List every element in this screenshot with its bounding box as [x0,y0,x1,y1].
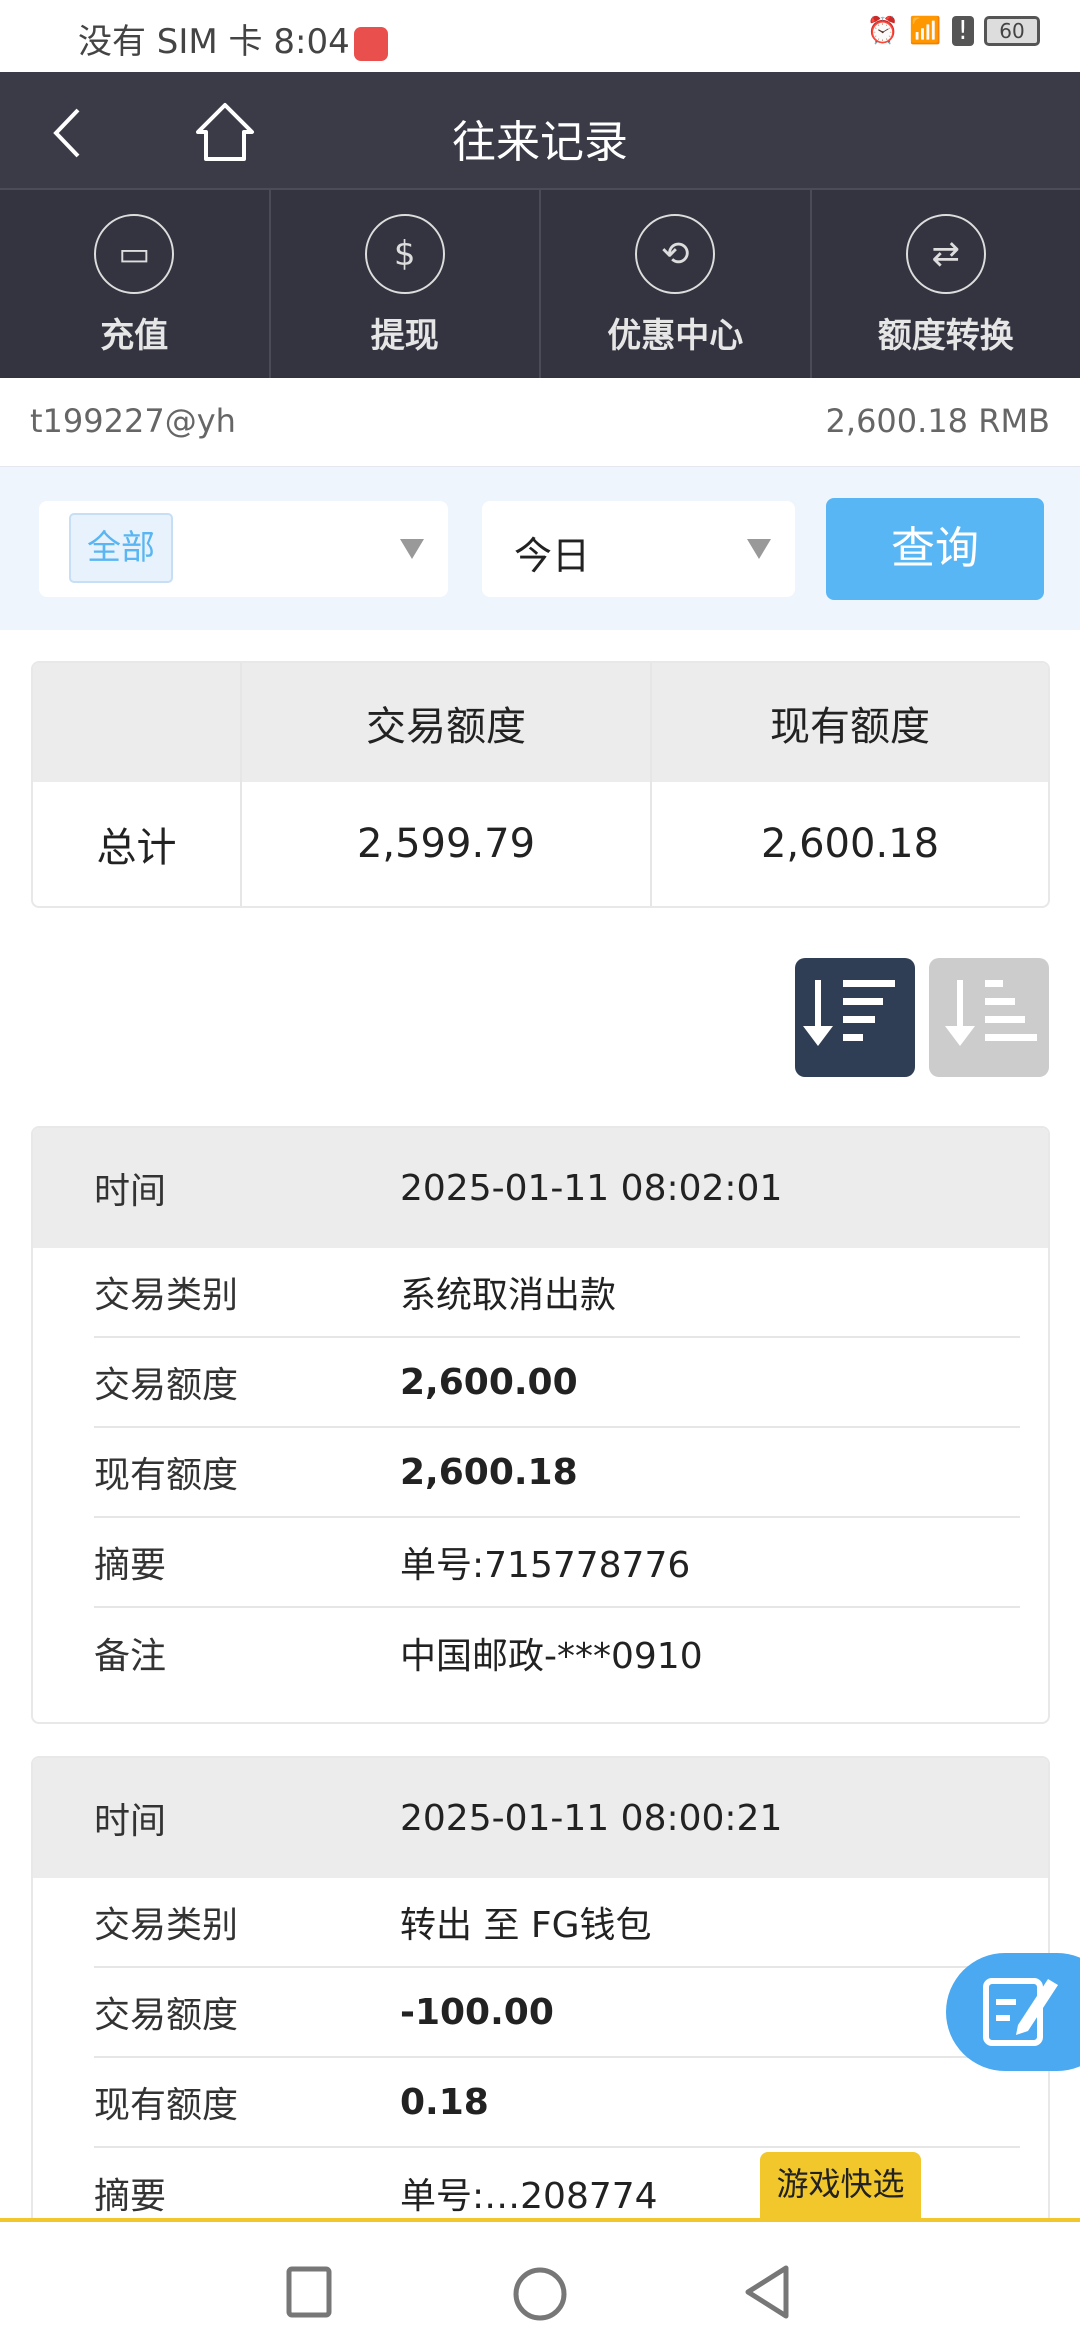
row-value: 0.18 [400,2081,489,2123]
app-header: 往来记录 [0,72,1080,190]
sort-desc-icon [803,980,895,1046]
query-button[interactable]: 查询 [826,498,1044,600]
summary-header [33,663,242,782]
battery-icon: 60 [984,16,1040,46]
home-icon[interactable] [194,102,256,162]
account-name: t199227@yh [30,402,236,440]
feedback-fab[interactable] [946,1953,1080,2071]
record-card: 时间 2025-01-11 08:02:01 交易类别 系统取消出款 交易额度 2,6… [31,1126,1050,1724]
period-selected: 今日 [514,534,591,578]
clock: 8:04 [273,22,350,62]
summary-row-label: 总计 [33,782,242,906]
account-balance: 2,600.18 RMB [825,402,1050,440]
record-row: 现有额度 0.18 [94,2058,1020,2148]
system-nav-bar [0,2218,1080,2340]
row-value: 单号:…208774 [400,2176,658,2217]
recents-icon[interactable] [286,2266,332,2318]
dropdown-arrow-icon [400,539,424,559]
type-selected-tag: 全部 [69,513,173,583]
record-row: 交易额度 2,600.00 [94,1338,1020,1428]
nav-deposit[interactable]: ▭ 充值 [0,190,271,378]
home-nav-icon[interactable] [512,2266,568,2322]
summary-table: 交易额度 现有额度 总计 2,599.79 2,600.18 [31,661,1050,908]
wifi-icon: 📶 [909,16,942,46]
row-value: -100.00 [400,1991,554,2033]
row-value: 单号:715778776 [400,1545,691,1586]
type-select[interactable]: 全部 [39,501,448,597]
record-row: 交易额度 -100.00 [94,1968,1020,2058]
nav-transfer[interactable]: ⇄ 额度转换 [812,190,1080,378]
summary-header: 交易额度 [241,663,652,782]
page-title: 往来记录 [452,117,628,168]
record-row: 交易类别 系统取消出款 [94,1248,1020,1338]
row-value: 2,600.18 [400,1451,578,1493]
row-label: 交易额度 [94,1995,239,2036]
deposit-icon: ▭ [94,214,175,294]
record-row: 摘要 单号:715778776 [94,1518,1020,1608]
carrier-text: 没有 SIM 卡 [78,22,263,62]
user-bar: t199227@yh 2,600.18 RMB [0,378,1080,467]
summary-current: 2,600.18 [760,821,940,867]
record-card: 时间 2025-01-11 08:00:21 交易类别 转出 至 FG钱包 交易额度… [31,1756,1050,2316]
record-row: 现有额度 2,600.18 [94,1428,1020,1518]
nav-withdraw[interactable]: $ 提现 [271,190,541,378]
back-nav-icon[interactable] [742,2264,792,2320]
row-value: 2,600.00 [400,1361,578,1403]
period-select[interactable]: 今日 [482,501,795,597]
filter-bar: 全部 今日 查询 [0,467,1080,630]
row-label: 现有额度 [94,2085,239,2126]
summary-transaction: 2,599.79 [241,782,652,906]
record-row: 交易类别 转出 至 FG钱包 [94,1878,1020,1968]
row-label: 交易类别 [94,1275,239,1316]
quick-nav: ▭ 充值 $ 提现 ⟲ 优惠中心 ⇄ 额度转换 [0,190,1080,378]
nav-label: 充值 [100,316,169,356]
row-value: 转出 至 FG钱包 [400,1905,652,1946]
record-row: 摘要 单号:…208774 [94,2148,1020,2238]
row-label: 现有额度 [94,1455,239,1496]
sort-desc-button[interactable] [795,958,915,1077]
huawei-app-icon [353,26,388,61]
transfer-icon: ⇄ [905,214,986,294]
withdraw-icon: $ [364,214,445,294]
alarm-icon: ⏰ [866,16,900,46]
row-label: 摘要 [94,2176,167,2217]
dropdown-arrow-icon [747,539,771,559]
sort-asc-icon [945,980,1037,1046]
row-value: 系统取消出款 [400,1275,617,1316]
row-label: 交易类别 [94,1905,239,1946]
row-label: 交易额度 [94,1365,239,1406]
time-label: 时间 [94,1801,167,1842]
alert-icon: ! [951,16,974,46]
game-quick-select-button[interactable]: 游戏快选 [760,2152,921,2221]
time-label: 时间 [94,1171,167,1212]
row-value: 中国邮政-***0910 [400,1636,703,1677]
edit-icon [983,1978,1058,2046]
nav-promo[interactable]: ⟲ 优惠中心 [541,190,812,378]
promo-icon: ⟲ [635,214,716,294]
status-bar: 没有 SIM 卡 8:04 ⏰ 📶 ! 60 [0,0,1080,72]
sort-asc-button[interactable] [929,958,1049,1077]
record-row: 备注 中国邮政-***0910 [94,1608,1020,1698]
nav-label: 提现 [370,316,439,356]
nav-label: 额度转换 [877,316,1014,356]
time-value: 2025-01-11 08:00:21 [400,1797,783,1839]
time-value: 2025-01-11 08:02:01 [400,1167,783,1209]
row-label: 摘要 [94,1545,167,1586]
nav-label: 优惠中心 [607,316,744,356]
summary-header: 现有额度 [651,663,1048,782]
row-label: 备注 [94,1636,167,1677]
chevron-left-icon[interactable] [52,108,82,158]
